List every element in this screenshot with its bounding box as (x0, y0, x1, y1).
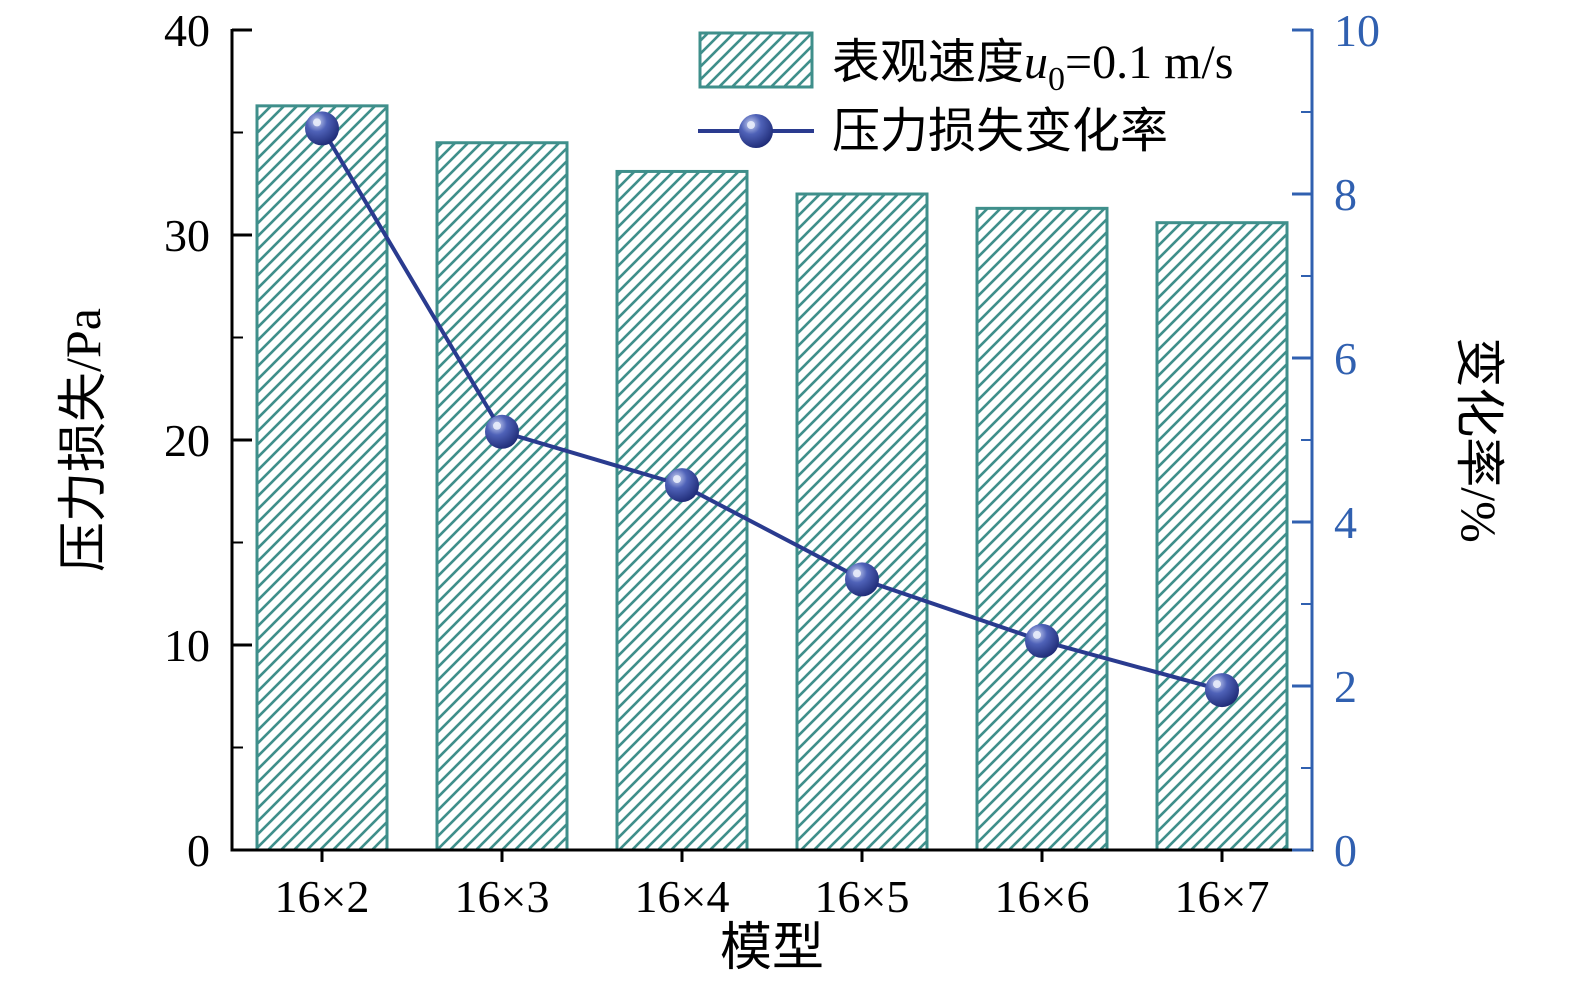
bar-16×3 (435, 141, 569, 852)
right-tick-label: 10 (1334, 5, 1380, 56)
marker-highlight (313, 118, 321, 127)
rate-marker-16×7 (1205, 673, 1239, 708)
x-tick-label: 16×6 (995, 871, 1090, 922)
left-axis-title: 压力损失/Pa (55, 308, 111, 572)
legend-bar-swatch (698, 31, 814, 89)
right-tick-label: 4 (1334, 497, 1357, 548)
left-tick-label: 0 (187, 825, 210, 876)
left-tick-label: 10 (164, 620, 210, 671)
x-tick-label: 16×4 (635, 871, 730, 922)
bar-16×5 (795, 192, 929, 852)
rate-line (320, 127, 1223, 693)
rate-marker-16×5 (845, 562, 879, 597)
legend-line-marker (739, 114, 773, 148)
left-tick-label: 40 (164, 5, 210, 56)
marker-highlight (853, 569, 861, 578)
legend-bar-label: 表观速度u0=0.1 m/s (832, 36, 1233, 98)
left-tick-label: 20 (164, 415, 210, 466)
legend-line-label: 压力损失变化率 (832, 105, 1168, 158)
marker-highlight (1033, 630, 1041, 639)
bars-group (255, 104, 1289, 852)
legend: 表观速度u0=0.1 m/s 压力损失变化率 (698, 31, 1233, 158)
marker-highlight (1213, 680, 1221, 689)
bar-16×7 (1155, 221, 1289, 852)
rate-marker-16×2 (305, 111, 339, 146)
marker-highlight (493, 421, 501, 430)
right-tick-label: 2 (1334, 661, 1357, 712)
x-tick-label: 16×3 (455, 871, 550, 922)
bar-16×4 (615, 169, 749, 852)
x-tick-label: 16×2 (275, 871, 370, 922)
rate-marker-16×6 (1025, 623, 1059, 658)
x-tick-label: 16×5 (815, 871, 910, 922)
line-series-group (305, 111, 1239, 708)
right-tick-label: 6 (1334, 333, 1357, 384)
bar-16×6 (975, 206, 1109, 852)
bar-16×2 (255, 104, 389, 852)
legend-marker-highlight (747, 121, 755, 129)
right-tick-label: 8 (1334, 169, 1357, 220)
rate-marker-16×3 (485, 414, 519, 449)
x-tick-label: 16×7 (1175, 871, 1270, 922)
right-tick-label: 0 (1334, 825, 1357, 876)
rate-marker-16×4 (665, 468, 699, 503)
marker-highlight (673, 475, 681, 484)
axes-group: 0 10 20 30 40 0 2 4 6 8 10 16×2 16×3 16×4 16×5 16×6 16×7… (55, 5, 1507, 977)
x-axis-title: 模型 (720, 920, 824, 977)
right-axis-title: 变化率/% (1451, 337, 1507, 543)
left-tick-label: 30 (164, 210, 210, 261)
